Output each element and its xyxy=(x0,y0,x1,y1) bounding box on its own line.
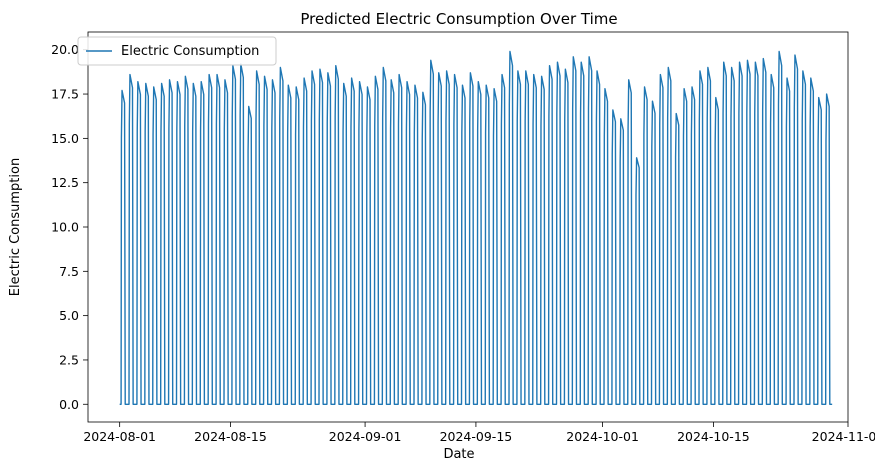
plot-area xyxy=(88,32,848,422)
legend: Electric Consumption xyxy=(77,36,277,66)
x-tick-label: 2024-08-01 xyxy=(83,429,156,444)
y-tick-label: 5.0 xyxy=(59,308,79,323)
legend-box xyxy=(77,36,277,66)
y-tick-label: 2.5 xyxy=(59,352,79,367)
x-axis-label: Date xyxy=(443,447,474,462)
x-tick-label: 2024-10-15 xyxy=(677,429,750,444)
y-tick-label: 7.5 xyxy=(59,264,79,279)
y-tick-label: 15.0 xyxy=(51,131,79,146)
x-tick-label: 2024-09-01 xyxy=(329,429,402,444)
x-tick-label: 2024-09-15 xyxy=(440,429,513,444)
legend-label-electric-consumption: Electric Consumption xyxy=(121,44,259,59)
x-tick-label: 2024-08-15 xyxy=(194,429,267,444)
x-tick-label: 2024-10-01 xyxy=(566,429,639,444)
x-axis: 2024-08-01 2024-08-15 2024-09-01 2024-09-15… xyxy=(83,422,875,444)
y-tick-label: 20.0 xyxy=(51,42,79,57)
x-tick-label: 2024-11-01 xyxy=(812,429,875,444)
series-line-electric-consumption xyxy=(119,50,833,405)
series-layer xyxy=(119,50,833,405)
y-tick-label: 12.5 xyxy=(51,175,79,190)
y-tick-label: 0.0 xyxy=(59,397,79,412)
y-tick-label: 10.0 xyxy=(51,220,79,235)
chart-title: Predicted Electric Consumption Over Time xyxy=(300,10,617,28)
y-axis-label: Electric Consumption xyxy=(8,158,23,296)
y-tick-label: 17.5 xyxy=(51,87,79,102)
y-axis: 0.0 2.5 5.0 7.5 10.0 12.5 15.0 17.5 20.0 xyxy=(51,42,88,412)
